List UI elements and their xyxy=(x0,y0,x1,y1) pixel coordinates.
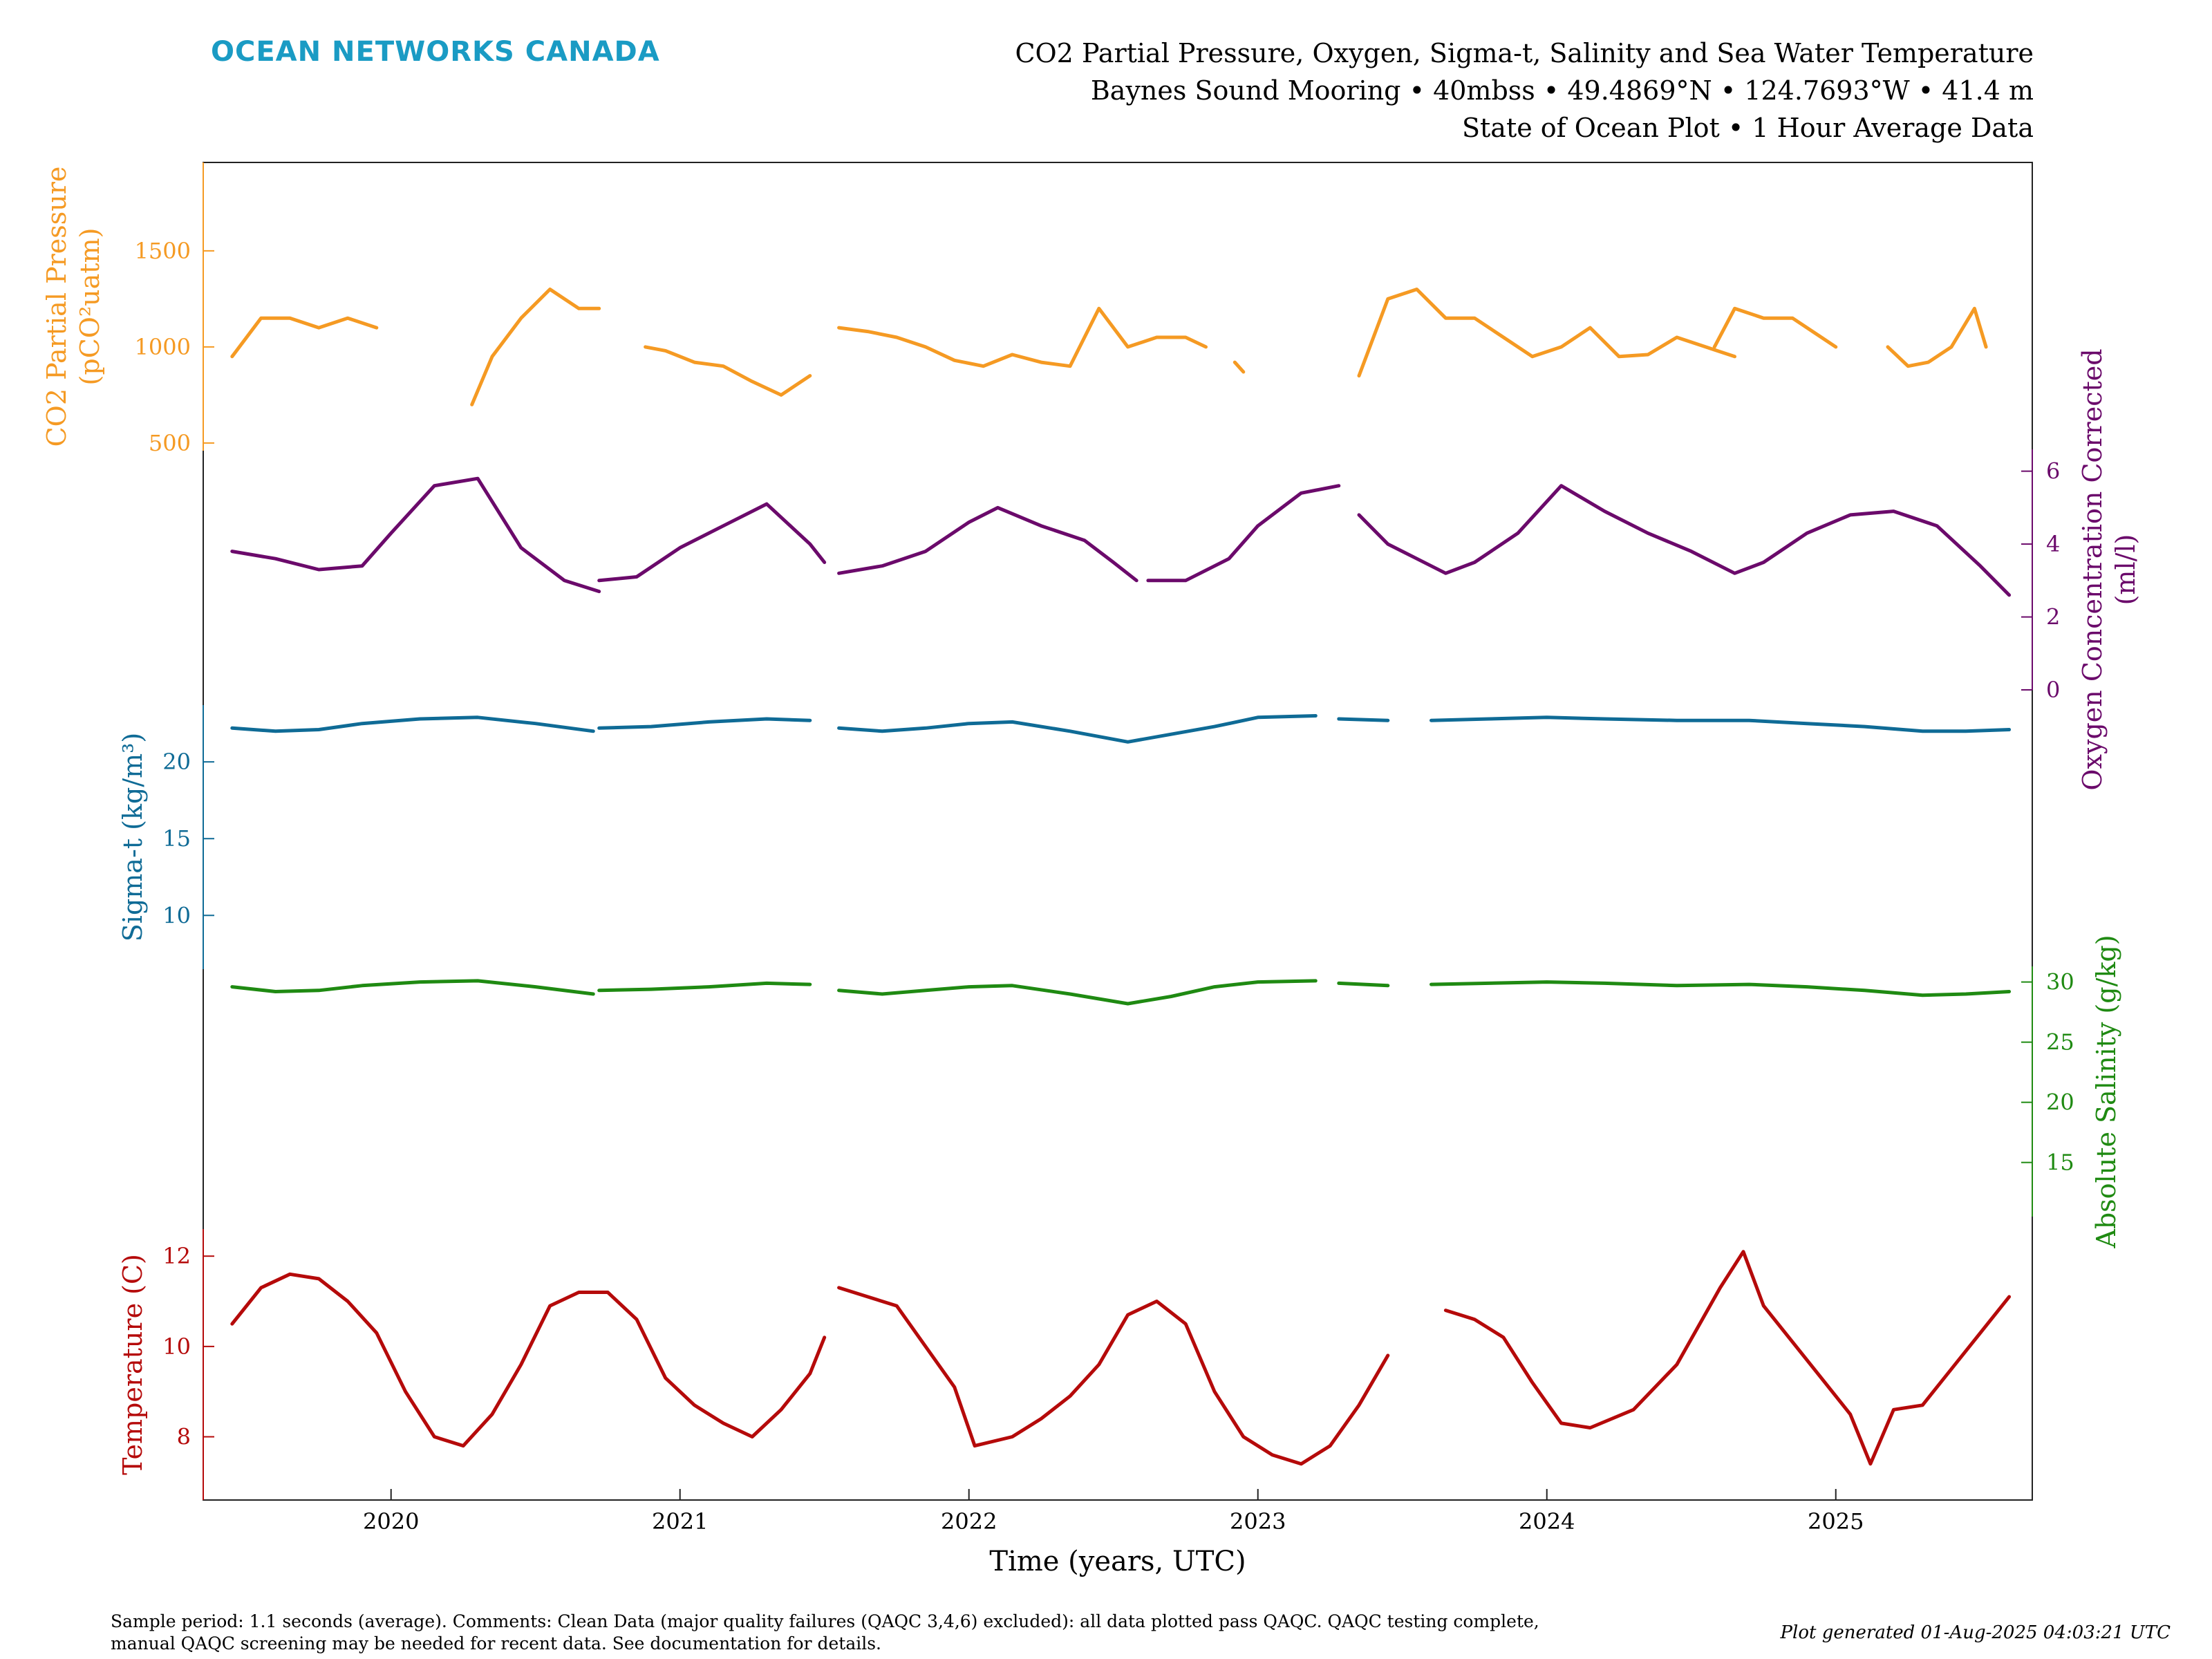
chart-subtitle-location: Baynes Sound Mooring • 40mbss • 49.4869°… xyxy=(1090,75,2034,106)
temperature-y-tick-label: 10 xyxy=(162,1333,191,1360)
co2-series-line xyxy=(470,288,601,406)
salinity-series-line xyxy=(597,981,812,993)
co2-y-axis-label: CO2 Partial Pressure xyxy=(41,167,72,447)
salinity-y-tick-label: 15 xyxy=(2046,1150,2074,1176)
brand-logo-text: OCEAN NETWORKS CANADA xyxy=(211,36,660,68)
temperature-y-tick-label: 12 xyxy=(162,1243,191,1269)
salinity-series-line xyxy=(230,979,595,996)
oxygen-series-line xyxy=(1146,484,1341,583)
oxygen-y-axis-label: (ml/l) xyxy=(2110,534,2141,606)
salinity-series-line xyxy=(1430,980,2012,997)
co2-series-line xyxy=(230,316,379,359)
sigma-series-line xyxy=(1430,715,2012,733)
x-tick-label: 2020 xyxy=(363,1508,419,1535)
sigma-series-line xyxy=(837,714,1318,744)
salinity-y-axis-label: Absolute Salinity (g/kg) xyxy=(2091,935,2121,1248)
plot-frame xyxy=(203,162,2033,1501)
oxygen-y-tick-label: 0 xyxy=(2046,677,2060,703)
temperature-y-tick-label: 8 xyxy=(177,1424,191,1450)
footer-comment-line-1: Sample period: 1.1 seconds (average). Co… xyxy=(111,1611,1539,1631)
salinity-y-tick-label: 30 xyxy=(2046,969,2074,995)
x-tick-label: 2023 xyxy=(1230,1508,1286,1535)
x-tick-label: 2022 xyxy=(941,1508,997,1535)
x-tick-label: 2021 xyxy=(652,1508,708,1535)
co2-panel: 500 1000 1500 CO2 Partial Pressure (pCO²uatm… xyxy=(41,162,1988,456)
oxygen-series-line xyxy=(230,476,601,594)
sigma-series-line xyxy=(1337,717,1390,722)
co2-y-axis-label: (pCO²uatm) xyxy=(75,228,105,386)
co2-series-line xyxy=(837,306,1208,368)
salinity-y-tick-label: 20 xyxy=(2046,1089,2074,1116)
co2-series-line xyxy=(1357,288,1736,378)
sigma-panel: 10 15 20 Sigma-t (kg/m³) xyxy=(118,705,2012,969)
oxygen-series-line xyxy=(1357,484,2012,597)
temperature-panel: 8 10 12 Temperature (C) xyxy=(118,1229,2012,1500)
oxygen-y-axis-label: Oxygen Concentration Corrected xyxy=(2077,348,2108,790)
temperature-series-line xyxy=(230,1272,827,1448)
co2-y-tick-label: 1000 xyxy=(135,334,191,360)
temperature-series-line xyxy=(1443,1250,2012,1466)
chart-subtitle-plot-type: State of Ocean Plot • 1 Hour Average Dat… xyxy=(1461,113,2034,143)
co2-series-line xyxy=(1712,306,1838,349)
salinity-series-line xyxy=(1337,981,1390,988)
x-tick-label: 2025 xyxy=(1808,1508,1864,1535)
plot-generated-timestamp: Plot generated 01-Aug-2025 04:03:21 UTC xyxy=(1780,1622,2171,1643)
footer-comments: Sample period: 1.1 seconds (average). Co… xyxy=(111,1611,1770,1655)
oxygen-y-tick-label: 2 xyxy=(2046,604,2060,630)
oxygen-y-tick-label: 4 xyxy=(2046,531,2060,557)
co2-series-line xyxy=(1886,306,1988,368)
co2-y-tick-label: 500 xyxy=(149,430,191,456)
salinity-panel: 15 20 25 30 Absolute Salinity (g/kg) xyxy=(230,935,2121,1249)
x-tick-label: 2024 xyxy=(1519,1508,1575,1535)
sigma-series-line xyxy=(597,717,812,730)
chart-title-block: CO2 Partial Pressure, Oxygen, Sigma-t, S… xyxy=(1015,35,2034,147)
sigma-y-tick-label: 20 xyxy=(162,749,191,775)
salinity-series-line xyxy=(837,979,1318,1006)
oxygen-y-tick-label: 6 xyxy=(2046,458,2060,485)
co2-series-line xyxy=(1232,360,1246,374)
temperature-y-axis-label: Temperature (C) xyxy=(118,1254,148,1475)
sigma-y-tick-label: 15 xyxy=(162,825,191,852)
co2-series-line xyxy=(644,345,812,397)
x-axis-label: Time (years, UTC) xyxy=(989,1546,1246,1577)
oxygen-series-line xyxy=(837,505,1138,583)
sigma-y-tick-label: 10 xyxy=(162,902,191,928)
oxygen-panel: 0 2 4 6 Oxygen Concentration Corrected (ml/l) xyxy=(230,348,2141,791)
footer-comment-line-2: manual QAQC screening may be needed for … xyxy=(111,1633,881,1653)
salinity-y-tick-label: 25 xyxy=(2046,1029,2074,1056)
temperature-series-line xyxy=(837,1286,1390,1466)
sigma-series-line xyxy=(230,715,595,733)
co2-y-tick-label: 1500 xyxy=(135,238,191,264)
sigma-y-axis-label: Sigma-t (kg/m³) xyxy=(118,733,148,941)
chart-title: CO2 Partial Pressure, Oxygen, Sigma-t, S… xyxy=(1015,38,2034,68)
oxygen-series-line xyxy=(597,502,827,583)
